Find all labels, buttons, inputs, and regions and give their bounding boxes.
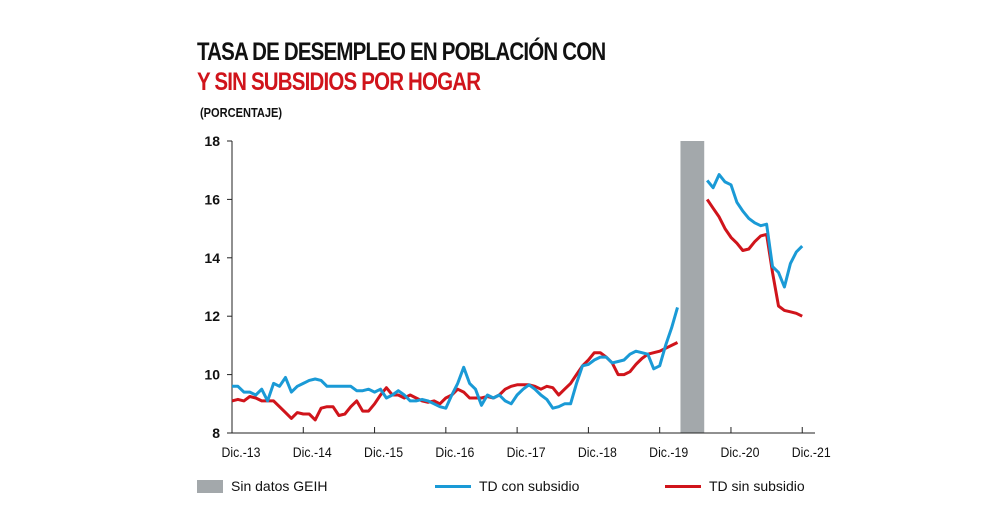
x-tick-label: Dic.-15	[364, 444, 403, 460]
legend-swatch-gap	[197, 479, 223, 493]
y-tick-label: 12	[204, 308, 220, 324]
chart-title-line1: TASA DE DESEMPLEO EN POBLACIÓN CON	[197, 38, 606, 66]
chart-title-line2: Y SIN SUBSIDIOS POR HOGAR	[197, 68, 481, 96]
x-tick-label: Dic.-17	[507, 444, 546, 460]
y-axis-unit: (PORCENTAJE)	[200, 105, 283, 120]
series-line-sin-subsidio	[705, 198, 803, 318]
legend-label-con: TD con subsidio	[479, 478, 580, 494]
y-tick-label: 16	[204, 191, 220, 207]
y-tick-label: 10	[204, 367, 220, 383]
legend-item-gap: Sin datos GEIH	[197, 478, 328, 494]
x-tick-label: Dic.-20	[720, 444, 759, 460]
series-line-con-subsidio	[232, 306, 679, 410]
x-tick-label: Dic.-14	[293, 444, 332, 460]
legend-swatch-con	[435, 484, 471, 488]
x-tick-label: Dic.-13	[222, 444, 261, 460]
series-line-sin-subsidio	[231, 341, 679, 422]
x-tick-label: Dic.-18	[578, 444, 617, 460]
legend-item-sin: TD sin subsidio	[665, 478, 805, 494]
x-tick-label: Dic.-16	[435, 444, 474, 460]
x-tick-label: Dic.-19	[649, 444, 688, 460]
y-tick-label: 14	[204, 250, 220, 266]
legend-swatch-sin	[665, 484, 701, 488]
x-tick-label: Dic.-21	[792, 444, 831, 460]
y-tick-label: 18	[204, 133, 220, 149]
legend-label-gap: Sin datos GEIH	[231, 478, 328, 494]
series-line-con-subsidio	[706, 173, 804, 289]
legend-item-con: TD con subsidio	[435, 478, 579, 494]
no-data-band	[680, 141, 705, 433]
legend-label-sin: TD sin subsidio	[709, 478, 805, 494]
y-tick-label: 8	[212, 425, 220, 441]
